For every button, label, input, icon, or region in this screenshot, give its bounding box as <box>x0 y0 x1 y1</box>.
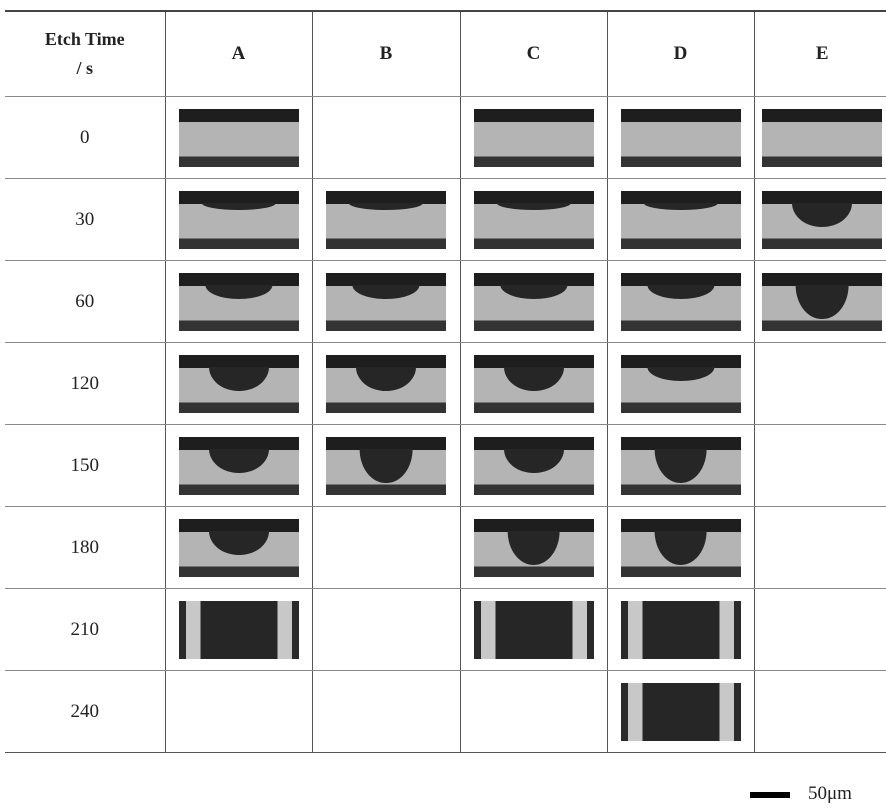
time-cell: 0 <box>5 97 165 179</box>
time-cell: 60 <box>5 261 165 343</box>
micrograph <box>474 109 594 167</box>
micrograph <box>326 437 446 495</box>
micrograph <box>179 601 299 659</box>
micrograph <box>179 191 299 249</box>
micrograph <box>621 109 741 167</box>
micrograph <box>762 109 882 167</box>
time-cell: 150 <box>5 425 165 507</box>
figure: Etch Time / s A B C D E 0 30 60 120 150 … <box>0 0 886 809</box>
micrograph <box>179 273 299 331</box>
header-cell: A <box>165 11 312 97</box>
etch-table: Etch Time / s A B C D E 0 30 60 120 150 … <box>5 10 886 753</box>
header-cell: E <box>754 11 886 97</box>
header-cell: D <box>607 11 754 97</box>
micrograph <box>621 273 741 331</box>
time-cell: 120 <box>5 343 165 425</box>
scale-label: 50μm <box>808 783 852 805</box>
micrograph <box>474 437 594 495</box>
micrograph <box>621 601 741 659</box>
micrograph <box>474 601 594 659</box>
scale-bar <box>750 792 790 798</box>
micrograph <box>474 519 594 577</box>
micrograph <box>621 191 741 249</box>
micrograph <box>179 109 299 167</box>
micrograph <box>179 355 299 413</box>
time-cell: 210 <box>5 589 165 671</box>
time-cell: 30 <box>5 179 165 261</box>
micrograph <box>762 191 882 249</box>
micrograph <box>621 519 741 577</box>
micrograph <box>326 273 446 331</box>
micrograph <box>474 355 594 413</box>
time-cell: 240 <box>5 671 165 753</box>
micrograph <box>326 355 446 413</box>
micrograph <box>474 191 594 249</box>
page: {"table":{"header":["Etch Time\n/ s","A"… <box>0 0 886 809</box>
micrograph <box>621 437 741 495</box>
header-cell: C <box>460 11 607 97</box>
micrograph <box>179 519 299 577</box>
micrograph <box>179 437 299 495</box>
header-cell: B <box>312 11 460 97</box>
micrograph <box>326 191 446 249</box>
micrograph <box>621 355 741 413</box>
micrograph <box>621 683 741 741</box>
time-cell: 180 <box>5 507 165 589</box>
micrograph <box>474 273 594 331</box>
header-cell: Etch Time / s <box>5 11 165 97</box>
micrograph <box>762 273 882 331</box>
